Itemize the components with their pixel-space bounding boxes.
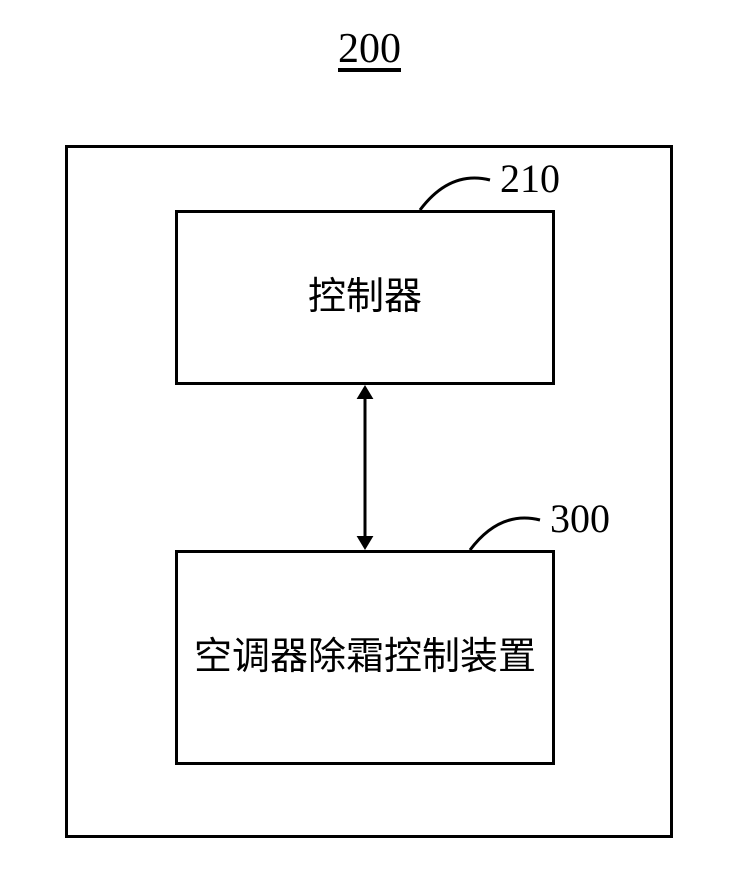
bidirectional-arrow: [0, 0, 739, 875]
